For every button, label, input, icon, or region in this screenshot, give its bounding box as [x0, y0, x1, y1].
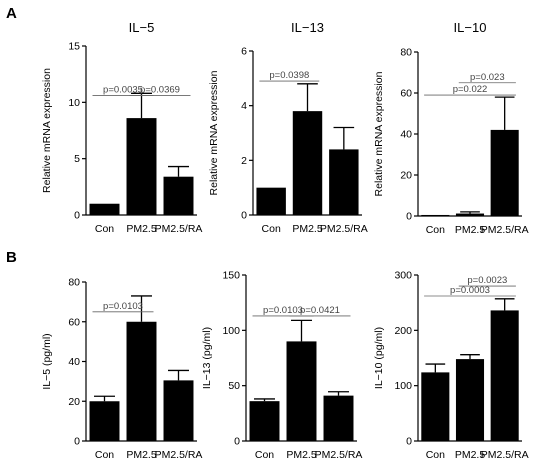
- y-tick-label: 0: [241, 210, 247, 222]
- bar: [329, 149, 359, 215]
- category-label: PM2.5/RA: [481, 449, 529, 461]
- y-tick-label: 15: [68, 41, 80, 53]
- category-label: Con: [95, 449, 114, 461]
- panel-letter-a: A: [6, 5, 17, 22]
- panel-letter-b: B: [6, 249, 17, 266]
- bar: [256, 187, 286, 215]
- p-value-label: p=0.023: [470, 72, 505, 83]
- y-tick-label: 10: [68, 97, 80, 109]
- y-tick-label: 0: [74, 436, 80, 448]
- category-label: PM2.5: [455, 224, 486, 236]
- y-tick-label: 0: [406, 436, 412, 448]
- bar: [249, 401, 280, 441]
- chart-title: IL−10: [454, 20, 487, 35]
- bar: [286, 341, 317, 441]
- y-tick-label: 100: [222, 325, 240, 337]
- y-tick-label: 60: [400, 88, 412, 100]
- category-label: Con: [426, 224, 445, 236]
- bar: [126, 321, 157, 441]
- category-label: PM2.5/RA: [320, 223, 368, 235]
- category-label: PM2.5: [126, 223, 157, 235]
- category-label: PM2.5/RA: [481, 224, 529, 236]
- y-tick-label: 50: [228, 380, 240, 392]
- category-label: PM2.5/RA: [155, 449, 203, 461]
- chart-2: IL−13 0 2 4 6 Relative mRNA expression Con PM2.…: [208, 20, 368, 235]
- y-tick-label: 40: [400, 129, 412, 141]
- y-tick-label: 0: [74, 210, 80, 222]
- category-label: PM2.5: [455, 449, 486, 461]
- bar: [421, 214, 450, 216]
- y-tick-label: 300: [394, 270, 412, 282]
- bar: [163, 380, 194, 441]
- y-tick-label: 0: [234, 436, 240, 448]
- y-tick-label: 60: [68, 316, 80, 328]
- y-axis-label: IL−5 (pg/ml): [41, 333, 53, 389]
- y-tick-label: 40: [68, 356, 80, 368]
- p-value-label: p=0.0103: [263, 305, 303, 316]
- category-label: Con: [426, 449, 445, 461]
- category-label: PM2.5: [286, 449, 317, 461]
- category-label: PM2.5: [292, 223, 323, 235]
- y-axis-label: Relative mRNA expression: [208, 70, 220, 195]
- p-value-label: p=0.0421: [300, 305, 340, 316]
- y-tick-label: 0: [406, 211, 412, 223]
- p-value-label: p=0.0003: [450, 285, 490, 296]
- y-tick-label: 80: [400, 47, 412, 59]
- y-tick-label: 5: [74, 153, 80, 165]
- p-value-label: p=0.0035: [103, 85, 143, 96]
- bar: [89, 401, 120, 441]
- y-tick-label: 20: [400, 170, 412, 182]
- charts-container: IL−5 0 5 10 15 Relative mRNA expression Con PM2…: [41, 20, 529, 461]
- category-label: Con: [255, 449, 274, 461]
- y-axis-label: IL−10 (pg/ml): [373, 327, 385, 389]
- p-value-label: p=0.0103: [103, 301, 143, 312]
- bar: [126, 118, 157, 215]
- y-axis-label: IL−13 (pg/ml): [201, 327, 213, 389]
- bar: [292, 111, 323, 215]
- bar: [455, 213, 485, 216]
- p-value-label: p=0.0369: [140, 85, 180, 96]
- y-tick-label: 4: [241, 100, 247, 112]
- chart-3: IL−10 0 20 40 60 80 Relative mRNA expression Co…: [373, 20, 529, 236]
- category-label: PM2.5: [126, 449, 157, 461]
- p-value-label: p=0.0023: [467, 275, 507, 286]
- bar: [89, 203, 120, 215]
- p-value-label: p=0.0398: [269, 70, 309, 81]
- category-label: Con: [95, 223, 114, 235]
- y-axis-label: Relative mRNA expression: [373, 71, 385, 196]
- bar: [455, 359, 485, 441]
- y-tick-label: 2: [241, 155, 247, 167]
- chart-title: IL−13: [291, 20, 324, 35]
- bar: [163, 176, 194, 215]
- y-tick-label: 6: [241, 46, 247, 58]
- category-label: PM2.5/RA: [155, 223, 203, 235]
- p-value-label: p=0.022: [453, 84, 488, 95]
- y-tick-label: 150: [222, 270, 240, 282]
- bar: [490, 310, 519, 441]
- bar: [323, 395, 354, 441]
- chart-1: IL−5 0 5 10 15 Relative mRNA expression Con PM2…: [41, 20, 202, 235]
- y-tick-label: 20: [68, 396, 80, 408]
- y-axis-label: Relative mRNA expression: [41, 68, 53, 193]
- chart-title: IL−5: [129, 20, 155, 35]
- bar: [490, 129, 519, 216]
- category-label: PM2.5/RA: [315, 449, 363, 461]
- y-tick-label: 100: [394, 380, 412, 392]
- bar: [421, 372, 450, 441]
- category-label: Con: [262, 223, 281, 235]
- y-tick-label: 200: [394, 325, 412, 337]
- y-tick-label: 80: [68, 277, 80, 289]
